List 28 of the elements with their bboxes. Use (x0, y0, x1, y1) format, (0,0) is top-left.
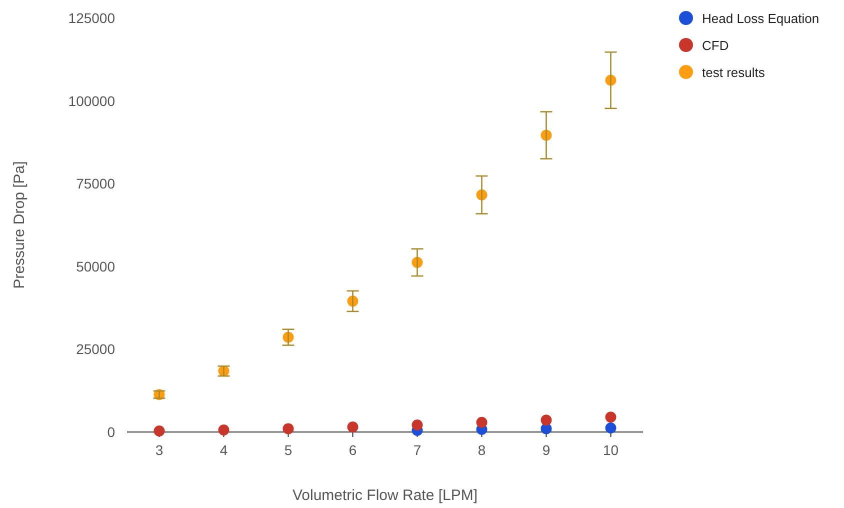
y-tick-label: 50000 (76, 258, 116, 274)
y-tick-label: 75000 (76, 176, 116, 192)
y-tick-label: 100000 (68, 92, 116, 109)
x-tick-label: 4 (220, 442, 228, 458)
x-tick-label: 5 (284, 442, 292, 458)
point (282, 423, 294, 434)
point (540, 414, 552, 426)
point (154, 426, 165, 436)
legend-label: CFD (702, 38, 729, 53)
point (218, 424, 230, 436)
x-tick-label: 6 (348, 442, 357, 458)
y-axis-title: Pressure Drop [Pa] (11, 161, 28, 289)
point (605, 422, 616, 434)
point (605, 412, 616, 423)
point (412, 420, 423, 431)
x-axis-title: Volumetric Flow Rate [LPM] (292, 487, 478, 504)
y-tick-label: 25000 (76, 341, 116, 358)
legend-label: test results (702, 65, 766, 80)
y-tick-label: 0 (107, 424, 116, 440)
y-tick-label: 125000 (68, 10, 116, 26)
x-tick-label: 9 (542, 442, 550, 458)
point (476, 416, 488, 428)
x-tick-label: 8 (478, 442, 486, 458)
legend-label: Head Loss Equation (702, 11, 820, 26)
point (347, 422, 358, 433)
x-tick-label: 10 (602, 442, 619, 458)
x-tick-label: 3 (155, 442, 164, 458)
x-tick-label: 7 (413, 442, 422, 458)
